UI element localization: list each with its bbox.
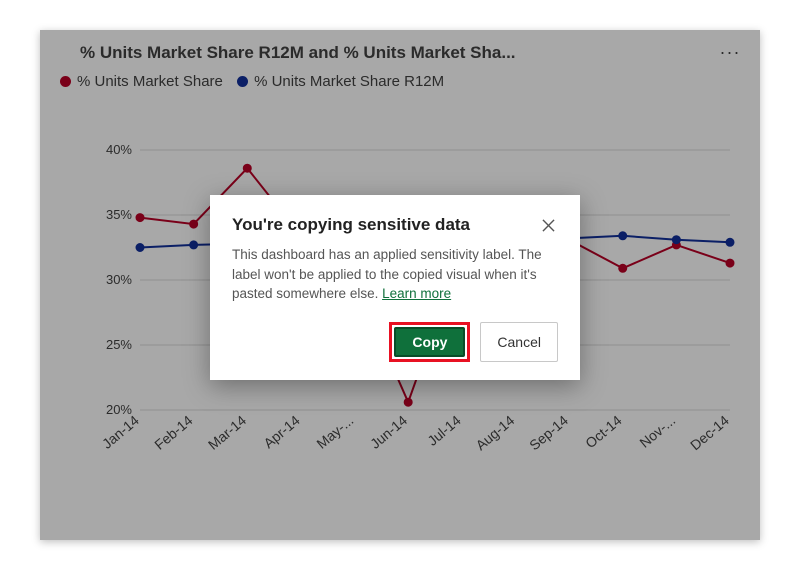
svg-text:Apr-14: Apr-14: [260, 412, 303, 451]
legend-item-1[interactable]: % Units Market Share R12M: [237, 73, 444, 90]
chart-title: % Units Market Share R12M and % Units Ma…: [80, 43, 716, 63]
svg-text:25%: 25%: [106, 337, 132, 352]
svg-text:40%: 40%: [106, 142, 132, 157]
svg-text:Nov-...: Nov-...: [636, 412, 678, 451]
copy-button-highlight: Copy: [389, 322, 470, 362]
legend-dot-0: [60, 76, 71, 87]
svg-text:Jul-14: Jul-14: [424, 412, 464, 449]
svg-text:Jun-14: Jun-14: [367, 412, 410, 452]
svg-text:May-...: May-...: [313, 412, 356, 452]
chart-header: % Units Market Share R12M and % Units Ma…: [40, 30, 760, 67]
svg-text:Jan-14: Jan-14: [99, 412, 142, 452]
svg-text:30%: 30%: [106, 272, 132, 287]
svg-text:Sep-14: Sep-14: [526, 412, 571, 453]
svg-text:Mar-14: Mar-14: [205, 412, 249, 453]
learn-more-link[interactable]: Learn more: [382, 286, 451, 301]
dialog-actions: Copy Cancel: [232, 322, 558, 362]
legend-dot-1: [237, 76, 248, 87]
svg-text:Dec-14: Dec-14: [687, 412, 732, 453]
svg-text:Oct-14: Oct-14: [582, 412, 625, 451]
copy-button[interactable]: Copy: [394, 327, 465, 357]
cancel-button[interactable]: Cancel: [480, 322, 558, 362]
legend-item-0[interactable]: % Units Market Share: [60, 73, 223, 90]
sensitivity-dialog: You're copying sensitive data This dashb…: [210, 195, 580, 380]
svg-text:35%: 35%: [106, 207, 132, 222]
more-options-button[interactable]: ···: [716, 42, 744, 63]
legend-label-0: % Units Market Share: [77, 73, 223, 90]
dialog-title: You're copying sensitive data: [232, 215, 538, 235]
close-icon[interactable]: [538, 215, 558, 235]
dialog-body: This dashboard has an applied sensitivit…: [232, 245, 558, 304]
dialog-header: You're copying sensitive data: [232, 215, 558, 235]
legend-label-1: % Units Market Share R12M: [254, 73, 444, 90]
chart-legend: % Units Market Share % Units Market Shar…: [40, 67, 760, 95]
svg-text:Aug-14: Aug-14: [473, 412, 518, 453]
svg-text:Feb-14: Feb-14: [151, 412, 195, 453]
